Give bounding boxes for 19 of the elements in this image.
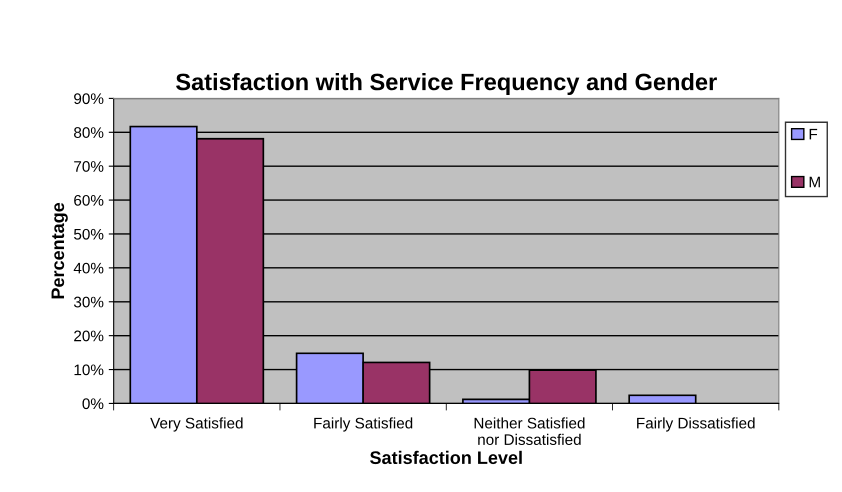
y-axis-title: Percentage [52, 202, 68, 298]
y-tick-label: 70% [74, 161, 104, 172]
x-tick-label: Neither Satisfied nor Dissatisfied [474, 417, 584, 446]
y-tick-label: 0% [82, 398, 104, 410]
y-tick-label: 30% [74, 296, 104, 308]
chart-title: Satisfaction with Service Frequency and Gender [176, 72, 717, 95]
y-tick-label: 60% [74, 194, 104, 206]
y-tick-label: 80% [74, 127, 104, 138]
legend-label: F [810, 128, 818, 140]
legend-label: M [810, 176, 820, 188]
y-tick-label: 20% [74, 330, 104, 342]
x-tick-label: Very Satisfied [150, 417, 243, 432]
y-tick-label: 50% [74, 228, 104, 240]
x-axis-title: Satisfaction Level [370, 450, 522, 464]
y-tick-label: 40% [74, 262, 104, 274]
x-tick-label: Fairly Satisfied [314, 417, 412, 432]
y-tick-label: 10% [74, 364, 104, 376]
y-tick-label: 90% [74, 93, 104, 104]
x-tick-label: Fairly Dissatisfied [637, 417, 755, 432]
